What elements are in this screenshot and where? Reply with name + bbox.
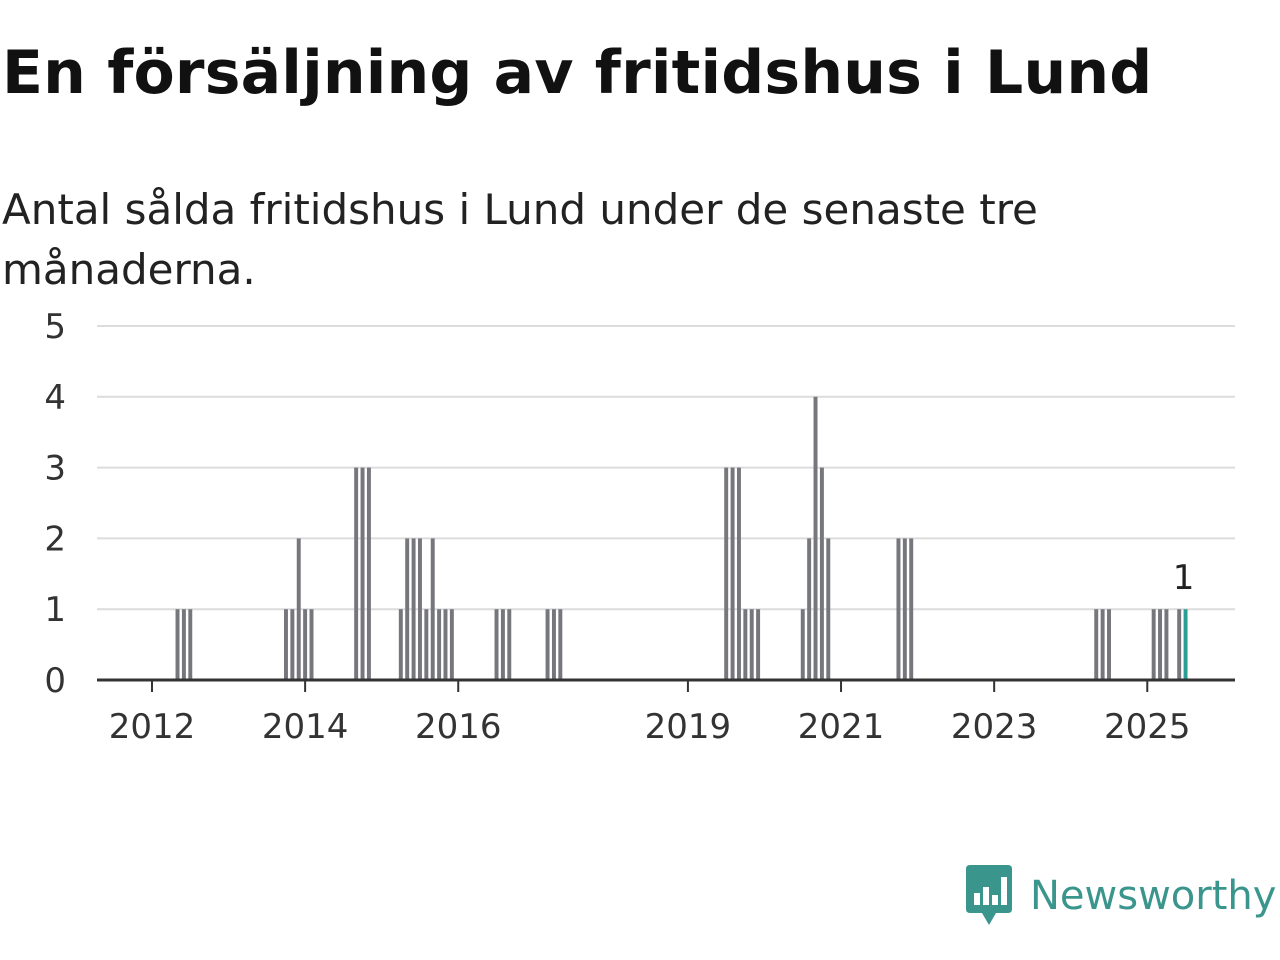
bar bbox=[290, 609, 295, 680]
bar bbox=[437, 609, 442, 680]
bar bbox=[545, 609, 550, 680]
bar bbox=[1151, 609, 1156, 680]
bar bbox=[1107, 609, 1111, 680]
bar bbox=[449, 609, 454, 680]
y-tick-label: 1 bbox=[44, 590, 66, 630]
bar bbox=[558, 609, 563, 680]
bar bbox=[819, 467, 824, 680]
x-tick-label: 2025 bbox=[1104, 707, 1191, 747]
bar bbox=[443, 609, 448, 680]
y-tick-label: 0 bbox=[44, 661, 66, 701]
y-tick-label: 5 bbox=[44, 307, 66, 347]
bar bbox=[181, 609, 186, 680]
x-tick-label: 2012 bbox=[109, 707, 196, 747]
bar bbox=[500, 609, 505, 680]
brand-logo: Newsworthy bbox=[964, 864, 1276, 928]
bar bbox=[736, 467, 741, 680]
bar-highlight bbox=[1183, 609, 1188, 680]
x-tick-label: 2021 bbox=[798, 707, 885, 747]
y-tick-label: 4 bbox=[44, 378, 66, 418]
data-label-latest: 1 bbox=[1173, 558, 1195, 598]
bar bbox=[424, 609, 429, 680]
x-axis: 2012 2014 2016 2019 2021 2023 2025 bbox=[97, 678, 1235, 747]
bar bbox=[730, 467, 735, 680]
bar bbox=[724, 467, 729, 680]
bar bbox=[1158, 609, 1163, 680]
newsworthy-logo-icon bbox=[966, 865, 1012, 925]
bar bbox=[749, 609, 754, 680]
bar bbox=[366, 467, 371, 680]
bar bbox=[800, 609, 805, 680]
bar bbox=[417, 538, 422, 680]
bar bbox=[1100, 609, 1105, 680]
bars bbox=[175, 396, 1188, 680]
bar bbox=[360, 467, 365, 680]
bar bbox=[896, 538, 901, 680]
bar bbox=[902, 538, 907, 680]
bar bbox=[494, 609, 499, 680]
y-tick-label: 2 bbox=[44, 519, 66, 559]
bar bbox=[296, 538, 301, 680]
bar bbox=[507, 609, 512, 680]
data-labels: 1 bbox=[1173, 558, 1195, 598]
bar bbox=[1094, 609, 1099, 680]
x-tick-label: 2014 bbox=[262, 707, 349, 747]
bar bbox=[743, 609, 748, 680]
bar bbox=[303, 609, 308, 680]
bar bbox=[909, 538, 914, 680]
y-axis: 0 1 2 3 4 5 bbox=[44, 307, 66, 701]
bar bbox=[813, 396, 818, 680]
bar bbox=[826, 538, 831, 680]
x-tick-label: 2019 bbox=[645, 707, 732, 747]
bar bbox=[551, 609, 556, 680]
bar bbox=[309, 609, 314, 680]
bar bbox=[807, 538, 812, 680]
bar bbox=[354, 467, 359, 680]
gridlines bbox=[97, 325, 1235, 611]
chart-subtitle: Antal sålda fritidshus i Lund under de s… bbox=[2, 185, 1038, 294]
x-tick-label: 2023 bbox=[951, 707, 1038, 747]
y-tick-label: 3 bbox=[44, 449, 66, 489]
bar bbox=[1177, 609, 1182, 680]
bar bbox=[284, 609, 288, 680]
bar bbox=[175, 609, 180, 680]
bar bbox=[411, 538, 416, 680]
chart-title: En försäljning av fritidshus i Lund bbox=[2, 38, 1153, 108]
bar bbox=[188, 609, 193, 680]
bar bbox=[430, 538, 435, 680]
bar bbox=[398, 609, 403, 680]
bar bbox=[756, 609, 761, 680]
bar bbox=[405, 538, 410, 680]
bar bbox=[1164, 609, 1169, 680]
brand-name: Newsworthy bbox=[1030, 873, 1277, 919]
x-tick-label: 2016 bbox=[415, 707, 502, 747]
